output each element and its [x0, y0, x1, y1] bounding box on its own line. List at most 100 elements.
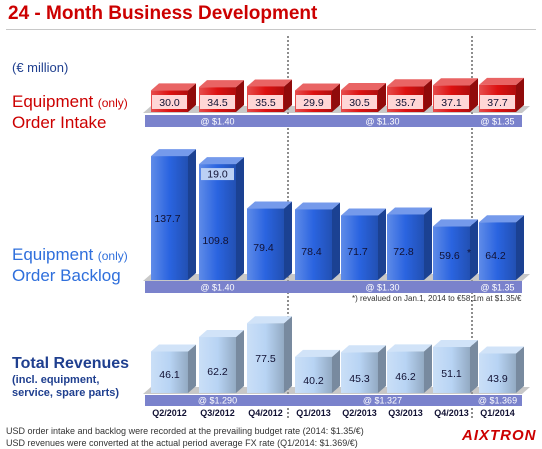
order-intake-label-bg — [296, 95, 331, 109]
revenues-bar-top — [341, 345, 386, 353]
order-intake-value-label: 35.7 — [395, 97, 416, 109]
order-backlog-bar-side — [516, 215, 524, 280]
order-backlog-label-only: (only) — [97, 249, 128, 263]
revenues-bar-side — [236, 330, 244, 393]
revenues-value-label: 46.1 — [159, 369, 180, 381]
order-backlog-value-label: 78.4 — [301, 246, 322, 258]
revenues-bar-side — [332, 349, 340, 393]
order-backlog-bar-top — [247, 201, 292, 209]
order-backlog-segment-label: 19.0 — [207, 169, 228, 181]
revenues-bar — [433, 347, 470, 393]
order-intake-bar-side — [378, 83, 386, 112]
order-backlog-bar-top — [341, 208, 386, 216]
order-backlog-bar-top — [151, 149, 196, 157]
order-backlog-bar-side — [470, 219, 478, 280]
order-backlog-bar — [479, 222, 516, 280]
revenues-bar-side — [284, 316, 292, 393]
order-intake-fx-band — [473, 115, 522, 127]
footnote-order-rate: USD order intake and backlog were record… — [6, 426, 364, 436]
revenues-row-label: Total Revenues (incl. equipment, service… — [12, 354, 129, 401]
order-intake-fx-band — [289, 115, 476, 127]
revenues-bar — [151, 351, 188, 393]
revenues-value-label: 77.5 — [255, 353, 276, 365]
order-intake-label-second: Order Intake — [12, 112, 107, 132]
order-backlog-fx-label: @ $1.30 — [365, 283, 399, 293]
revenues-value-label: 45.3 — [349, 373, 370, 385]
order-intake-row-label: Equipment (only) Order Intake — [12, 92, 128, 133]
order-backlog-label-main: Equipment — [12, 245, 94, 264]
order-intake-label-bg — [388, 95, 423, 109]
revenues-label-sub1: (incl. equipment, — [12, 373, 100, 386]
revenues-bar-side — [516, 346, 524, 393]
order-intake-bar-side — [424, 79, 432, 112]
quarter-label: Q4/2013 — [434, 408, 469, 418]
revenues-bar-side — [470, 340, 478, 393]
order-intake-value-label: 37.1 — [441, 97, 462, 109]
revenues-bar-top — [433, 340, 478, 348]
order-intake-bar-top — [479, 77, 524, 85]
quarter-label: Q3/2012 — [200, 408, 235, 418]
title-divider — [6, 29, 536, 30]
order-intake-bar-side — [332, 83, 340, 112]
order-backlog-footnote-marker: * — [467, 247, 471, 259]
order-backlog-revaluation-segment — [201, 168, 234, 181]
revenues-bar — [199, 337, 236, 393]
order-intake-label-main: Equipment — [12, 92, 94, 111]
revenues-bar — [387, 351, 424, 393]
order-backlog-bar-side — [284, 201, 292, 280]
quarter-label: Q2/2013 — [342, 408, 377, 418]
order-backlog-bar-side — [236, 157, 244, 280]
revenues-bar-top — [479, 346, 524, 354]
order-intake-bar-top — [387, 79, 432, 87]
order-backlog-bar-side — [424, 207, 432, 280]
order-intake-value-label: 37.7 — [487, 97, 508, 109]
revenues-fx-band — [473, 395, 522, 406]
order-backlog-bar-top — [479, 215, 524, 223]
order-intake-bar-top — [151, 83, 196, 91]
quarter-label: Q2/2012 — [152, 408, 187, 418]
order-intake-label-bg — [480, 95, 515, 109]
revenues-bar — [247, 323, 284, 393]
revenues-bar — [295, 356, 332, 393]
order-intake-label-bg — [200, 95, 235, 109]
revenues-value-label: 62.2 — [207, 366, 228, 378]
revenues-bar-top — [247, 316, 292, 324]
order-intake-value-label: 35.5 — [255, 97, 276, 109]
revenues-value-label: 46.2 — [395, 371, 416, 383]
revenues-bar-side — [424, 344, 432, 393]
order-intake-value-label: 30.5 — [349, 97, 370, 109]
revenues-value-label: 40.2 — [303, 375, 324, 387]
order-backlog-bar — [387, 214, 424, 280]
revenues-bar-top — [387, 344, 432, 352]
quarter-label: Q1/2013 — [296, 408, 331, 418]
order-intake-label-bg — [434, 95, 469, 109]
order-backlog-fx-label: @ $1.40 — [200, 283, 234, 293]
order-intake-fx-label: @ $1.35 — [480, 117, 514, 127]
order-backlog-bar-top — [387, 207, 432, 215]
order-backlog-bar-side — [188, 149, 196, 280]
order-backlog-value-label: 59.6 — [439, 250, 460, 262]
quarter-label: Q1/2014 — [480, 408, 515, 418]
order-intake-bar-side — [516, 77, 524, 112]
quarter-label: Q3/2013 — [388, 408, 423, 418]
order-intake-label-bg — [152, 95, 187, 109]
order-backlog-bar — [295, 209, 332, 280]
order-backlog-bar-top — [433, 219, 478, 227]
revenues-fx-label: @ $1.290 — [198, 396, 237, 406]
order-intake-label-only: (only) — [97, 96, 128, 110]
order-intake-label-bg — [248, 95, 283, 109]
order-intake-fx-label: @ $1.40 — [200, 117, 234, 127]
order-intake-fx-label: @ $1.30 — [365, 117, 399, 127]
order-backlog-value-label: 72.8 — [393, 246, 414, 258]
order-backlog-bar-side — [332, 202, 340, 280]
order-intake-bar-side — [236, 80, 244, 112]
revenues-fx-band — [145, 395, 290, 406]
revenues-label-sub2: service, spare parts) — [12, 387, 120, 400]
quarter-label: Q4/2012 — [248, 408, 283, 418]
revaluation-note: *) revalued on Jan.1, 2014 to €58.1m at … — [352, 294, 522, 303]
order-intake-value-label: 34.5 — [207, 97, 228, 109]
order-backlog-value-label: 71.7 — [347, 246, 368, 258]
order-backlog-value-label: 79.4 — [253, 242, 274, 254]
unit-label: (€ million) — [12, 60, 69, 75]
order-backlog-fx-band — [145, 281, 290, 293]
